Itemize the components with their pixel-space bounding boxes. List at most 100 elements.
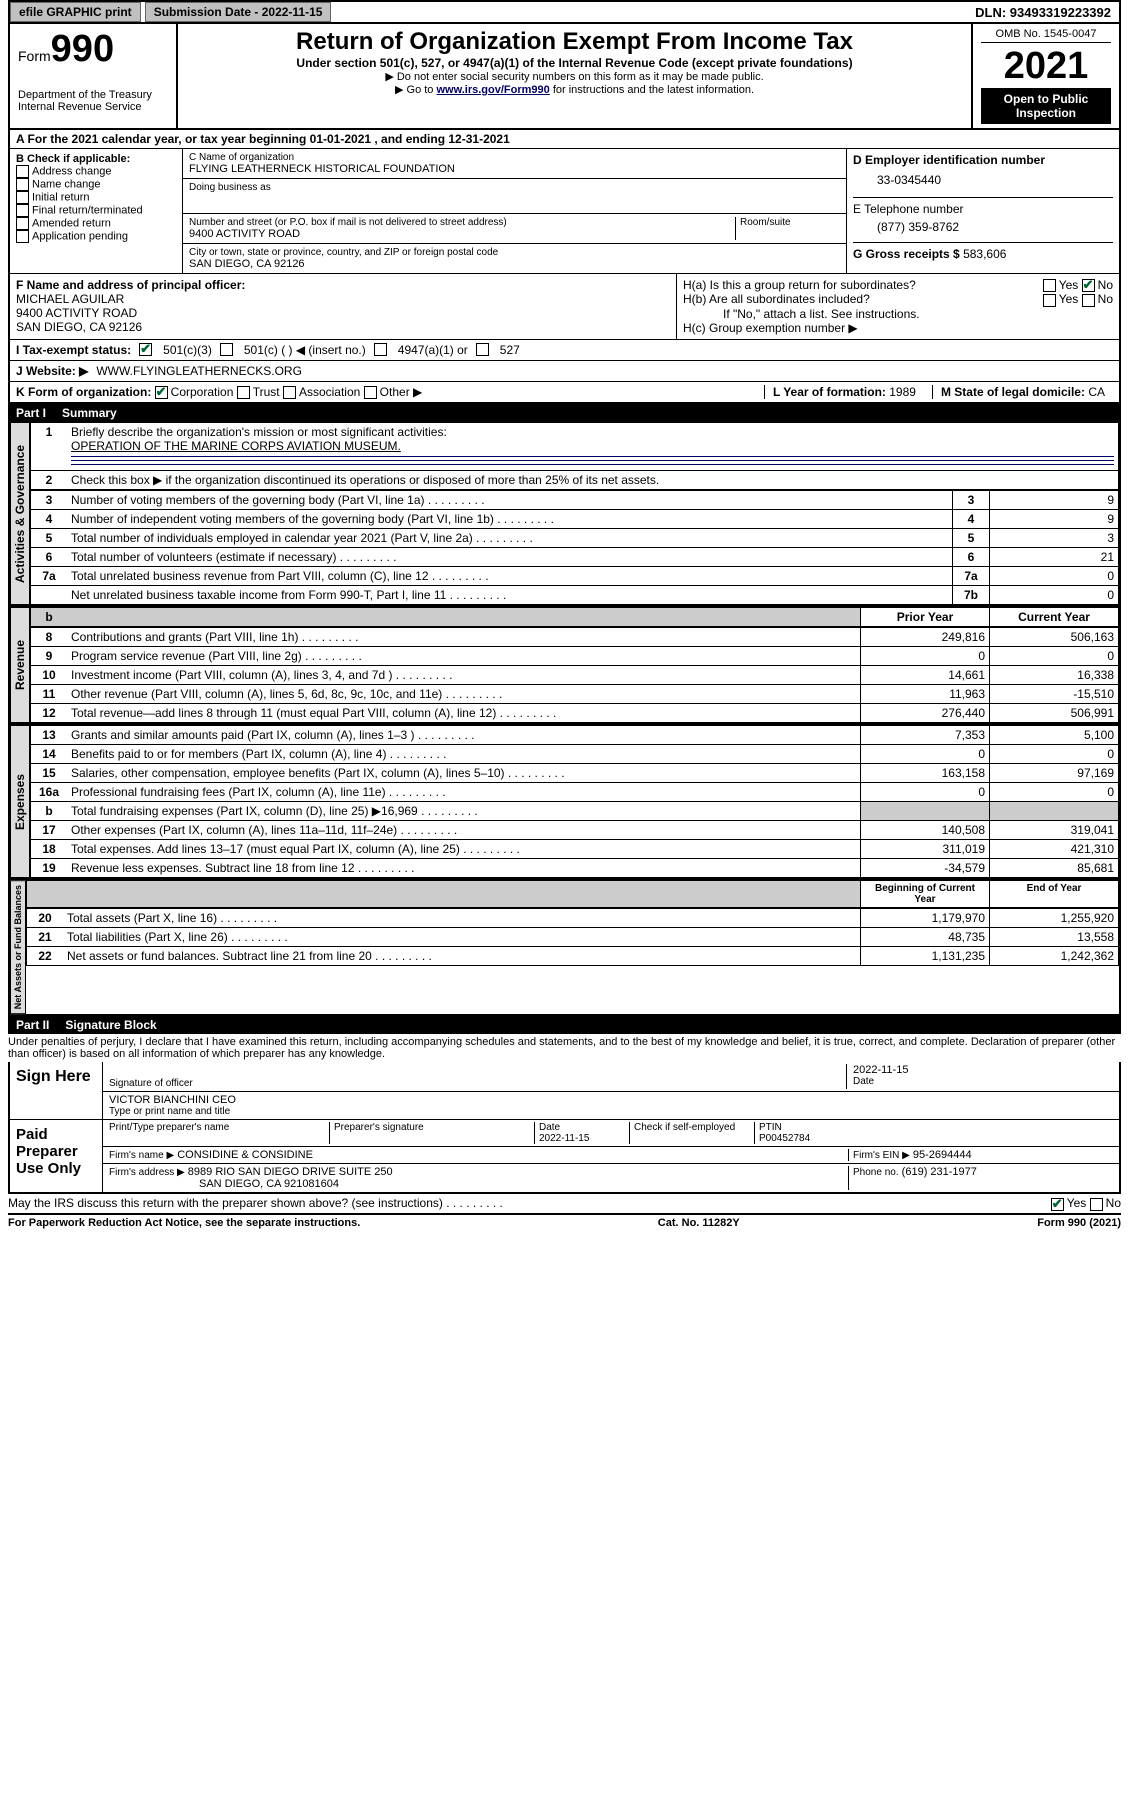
cb-501c3[interactable]	[139, 343, 152, 356]
goto-post: for instructions and the latest informat…	[550, 84, 754, 96]
cb-hb-no[interactable]	[1082, 294, 1095, 307]
l-label: L Year of formation:	[773, 385, 886, 399]
cb-assoc[interactable]	[283, 386, 296, 399]
line-value: 0	[990, 585, 1119, 604]
cb-501c[interactable]	[220, 343, 233, 356]
form-footer: Form 990 (2021)	[1037, 1217, 1121, 1229]
cb-527[interactable]	[476, 343, 489, 356]
cb-name-change[interactable]	[16, 178, 29, 191]
prep-sig-label: Preparer's signature	[330, 1122, 535, 1144]
form-subtitle: Under section 501(c), 527, or 4947(a)(1)…	[186, 56, 963, 70]
ein-value: 33-0345440	[853, 167, 1113, 197]
lbl-corp: Corporation	[171, 385, 234, 399]
lbl-no1: No	[1098, 278, 1113, 292]
prior-year-value: 1,131,235	[861, 946, 990, 965]
line-desc: Salaries, other compensation, employee b…	[67, 763, 861, 782]
vert-revenue: Revenue	[10, 607, 30, 723]
irs-link[interactable]: www.irs.gov/Form990	[436, 84, 549, 96]
sig-officer-label: Signature of officer	[109, 1078, 846, 1089]
part2-title: Signature Block	[65, 1018, 156, 1032]
line-desc: Net assets or fund balances. Subtract li…	[63, 946, 861, 965]
box-no: 7a	[953, 566, 990, 585]
lbl-other: Other ▶	[380, 385, 423, 399]
cb-trust[interactable]	[237, 386, 250, 399]
lineno: 10	[31, 665, 68, 684]
cb-4947[interactable]	[374, 343, 387, 356]
k-label: K Form of organization:	[16, 385, 151, 399]
cb-ha-no[interactable]	[1082, 279, 1095, 292]
line-desc: Investment income (Part VIII, column (A)…	[67, 665, 861, 684]
cb-corp[interactable]	[155, 386, 168, 399]
firm-addr2: SAN DIEGO, CA 921081604	[109, 1178, 339, 1190]
room-label: Room/suite	[740, 217, 840, 228]
lbl-final-return: Final return/terminated	[32, 204, 143, 216]
line-desc: Total assets (Part X, line 16)	[63, 908, 861, 927]
self-employed-label: Check if self-employed	[630, 1122, 755, 1144]
cb-app-pending[interactable]	[16, 230, 29, 243]
lineno: 17	[31, 820, 68, 839]
g-label: G Gross receipts $	[853, 247, 960, 261]
cb-final-return[interactable]	[16, 204, 29, 217]
current-year-value: -15,510	[990, 684, 1119, 703]
prep-name-label: Print/Type preparer's name	[109, 1122, 330, 1144]
vert-governance: Activities & Governance	[10, 422, 30, 605]
box-no: 3	[953, 490, 990, 509]
date-label: Date	[853, 1076, 1113, 1087]
vert-expenses: Expenses	[10, 725, 30, 878]
cb-discuss-yes[interactable]	[1051, 1198, 1064, 1211]
open-public-badge: Open to Public Inspection	[981, 88, 1111, 124]
cb-initial-return[interactable]	[16, 191, 29, 204]
lineno: 18	[31, 839, 68, 858]
name-title-label: Type or print name and title	[109, 1106, 1113, 1117]
lineno: 20	[27, 908, 64, 927]
submission-date-value: 2022-11-15	[262, 5, 323, 19]
lbl-name-change: Name change	[32, 178, 101, 190]
cb-amended[interactable]	[16, 217, 29, 230]
cb-ha-yes[interactable]	[1043, 279, 1056, 292]
current-year-value: 97,169	[990, 763, 1119, 782]
prior-year-value: 48,735	[861, 927, 990, 946]
lbl-yes2: Yes	[1059, 292, 1079, 306]
cb-address-change[interactable]	[16, 165, 29, 178]
ha-label: H(a) Is this a group return for subordin…	[683, 278, 916, 292]
b-header: B Check if applicable:	[16, 153, 176, 165]
box-no: 6	[953, 547, 990, 566]
lineno: 22	[27, 946, 64, 965]
firm-ein-label: Firm's EIN ▶	[853, 1150, 910, 1161]
prep-date-label: Date	[539, 1122, 560, 1133]
line-desc: Program service revenue (Part VIII, line…	[67, 646, 861, 665]
line-desc: Total revenue—add lines 8 through 11 (mu…	[67, 703, 861, 722]
cat-no: Cat. No. 11282Y	[658, 1217, 740, 1229]
j-label: J Website: ▶	[16, 364, 88, 378]
submission-date-button[interactable]: Submission Date - 2022-11-15	[145, 2, 332, 22]
part1-num: Part I	[16, 406, 46, 420]
d-label: D Employer identification number	[853, 153, 1113, 167]
lineno: 19	[31, 858, 68, 877]
prior-year-value: 163,158	[861, 763, 990, 782]
lbl-no2: No	[1098, 292, 1113, 306]
lineno: 3	[31, 490, 68, 509]
line-desc: Benefits paid to or for members (Part IX…	[67, 744, 861, 763]
officer-city: SAN DIEGO, CA 92126	[16, 320, 670, 334]
lineno: 8	[31, 627, 68, 646]
cb-other[interactable]	[364, 386, 377, 399]
line-desc: Contributions and grants (Part VIII, lin…	[67, 627, 861, 646]
hc-label: H(c) Group exemption number ▶	[683, 321, 1113, 335]
lineno	[31, 585, 68, 604]
current-year-value: 319,041	[990, 820, 1119, 839]
cb-discuss-no[interactable]	[1090, 1198, 1103, 1211]
current-year-value: 506,991	[990, 703, 1119, 722]
cb-hb-yes[interactable]	[1043, 294, 1056, 307]
box-no: 4	[953, 509, 990, 528]
hdr-current-year: Current Year	[990, 607, 1119, 626]
current-year-value: 13,558	[990, 927, 1119, 946]
current-year-value	[990, 801, 1119, 820]
current-year-value: 1,242,362	[990, 946, 1119, 965]
lineno: 21	[27, 927, 64, 946]
line-desc: Number of independent voting members of …	[67, 509, 953, 528]
mission-text: OPERATION OF THE MARINE CORPS AVIATION M…	[71, 439, 401, 453]
irs-label: Internal Revenue Service	[18, 101, 168, 113]
efile-print-button[interactable]: efile GRAPHIC print	[10, 2, 141, 22]
lineno: 9	[31, 646, 68, 665]
current-year-value: 506,163	[990, 627, 1119, 646]
